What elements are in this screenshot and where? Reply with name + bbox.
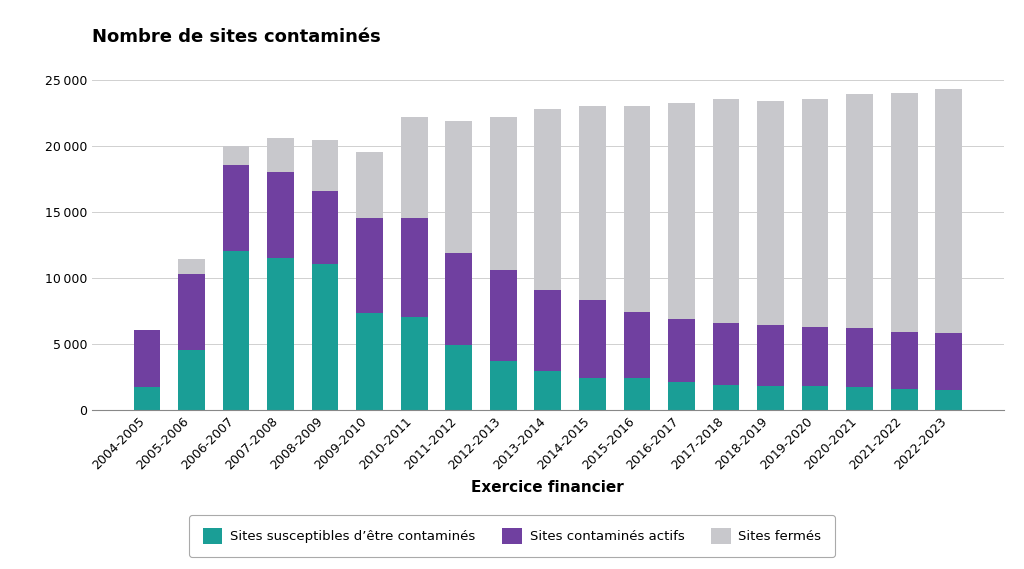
Bar [311, 191, 339, 265]
Bar [624, 106, 650, 312]
Bar [668, 319, 695, 382]
Bar [489, 117, 517, 270]
Bar [935, 333, 963, 390]
Bar [445, 253, 472, 345]
Bar [400, 218, 428, 318]
Text: Nombre de sites contaminés: Nombre de sites contaminés [92, 27, 381, 46]
Bar [535, 109, 561, 290]
Bar [846, 328, 873, 387]
Bar [311, 141, 339, 191]
Bar [489, 270, 517, 361]
Bar [535, 372, 561, 410]
Bar [935, 390, 963, 410]
Bar [267, 258, 294, 410]
X-axis label: Exercice financier: Exercice financier [471, 480, 625, 496]
Bar [311, 265, 339, 410]
Bar [178, 351, 205, 410]
Bar [445, 345, 472, 410]
Bar [757, 386, 784, 410]
Bar [178, 274, 205, 351]
Bar [891, 93, 918, 332]
Legend: Sites susceptibles d’être contaminés, Sites contaminés actifs, Sites fermés: Sites susceptibles d’être contaminés, Si… [189, 515, 835, 556]
Bar [846, 387, 873, 410]
Bar [668, 382, 695, 410]
Bar [222, 146, 250, 166]
Bar [579, 300, 606, 378]
Bar [489, 361, 517, 410]
Bar [757, 325, 784, 386]
Bar [891, 332, 918, 389]
Bar [400, 117, 428, 218]
Bar [267, 172, 294, 258]
Bar [222, 251, 250, 410]
Bar [757, 101, 784, 325]
Bar [846, 94, 873, 328]
Bar [802, 386, 828, 410]
Bar [267, 138, 294, 172]
Bar [713, 323, 739, 385]
Bar [802, 100, 828, 327]
Bar [624, 312, 650, 378]
Bar [445, 121, 472, 253]
Bar [222, 166, 250, 251]
Bar [356, 314, 383, 410]
Bar [133, 387, 161, 410]
Bar [535, 290, 561, 372]
Bar [802, 327, 828, 386]
Bar [579, 106, 606, 300]
Bar [713, 385, 739, 410]
Bar [178, 259, 205, 274]
Bar [891, 389, 918, 410]
Bar [668, 104, 695, 319]
Bar [400, 318, 428, 410]
Bar [713, 100, 739, 323]
Bar [624, 378, 650, 410]
Bar [579, 378, 606, 410]
Bar [356, 218, 383, 314]
Bar [356, 152, 383, 218]
Bar [133, 331, 161, 387]
Bar [935, 89, 963, 333]
